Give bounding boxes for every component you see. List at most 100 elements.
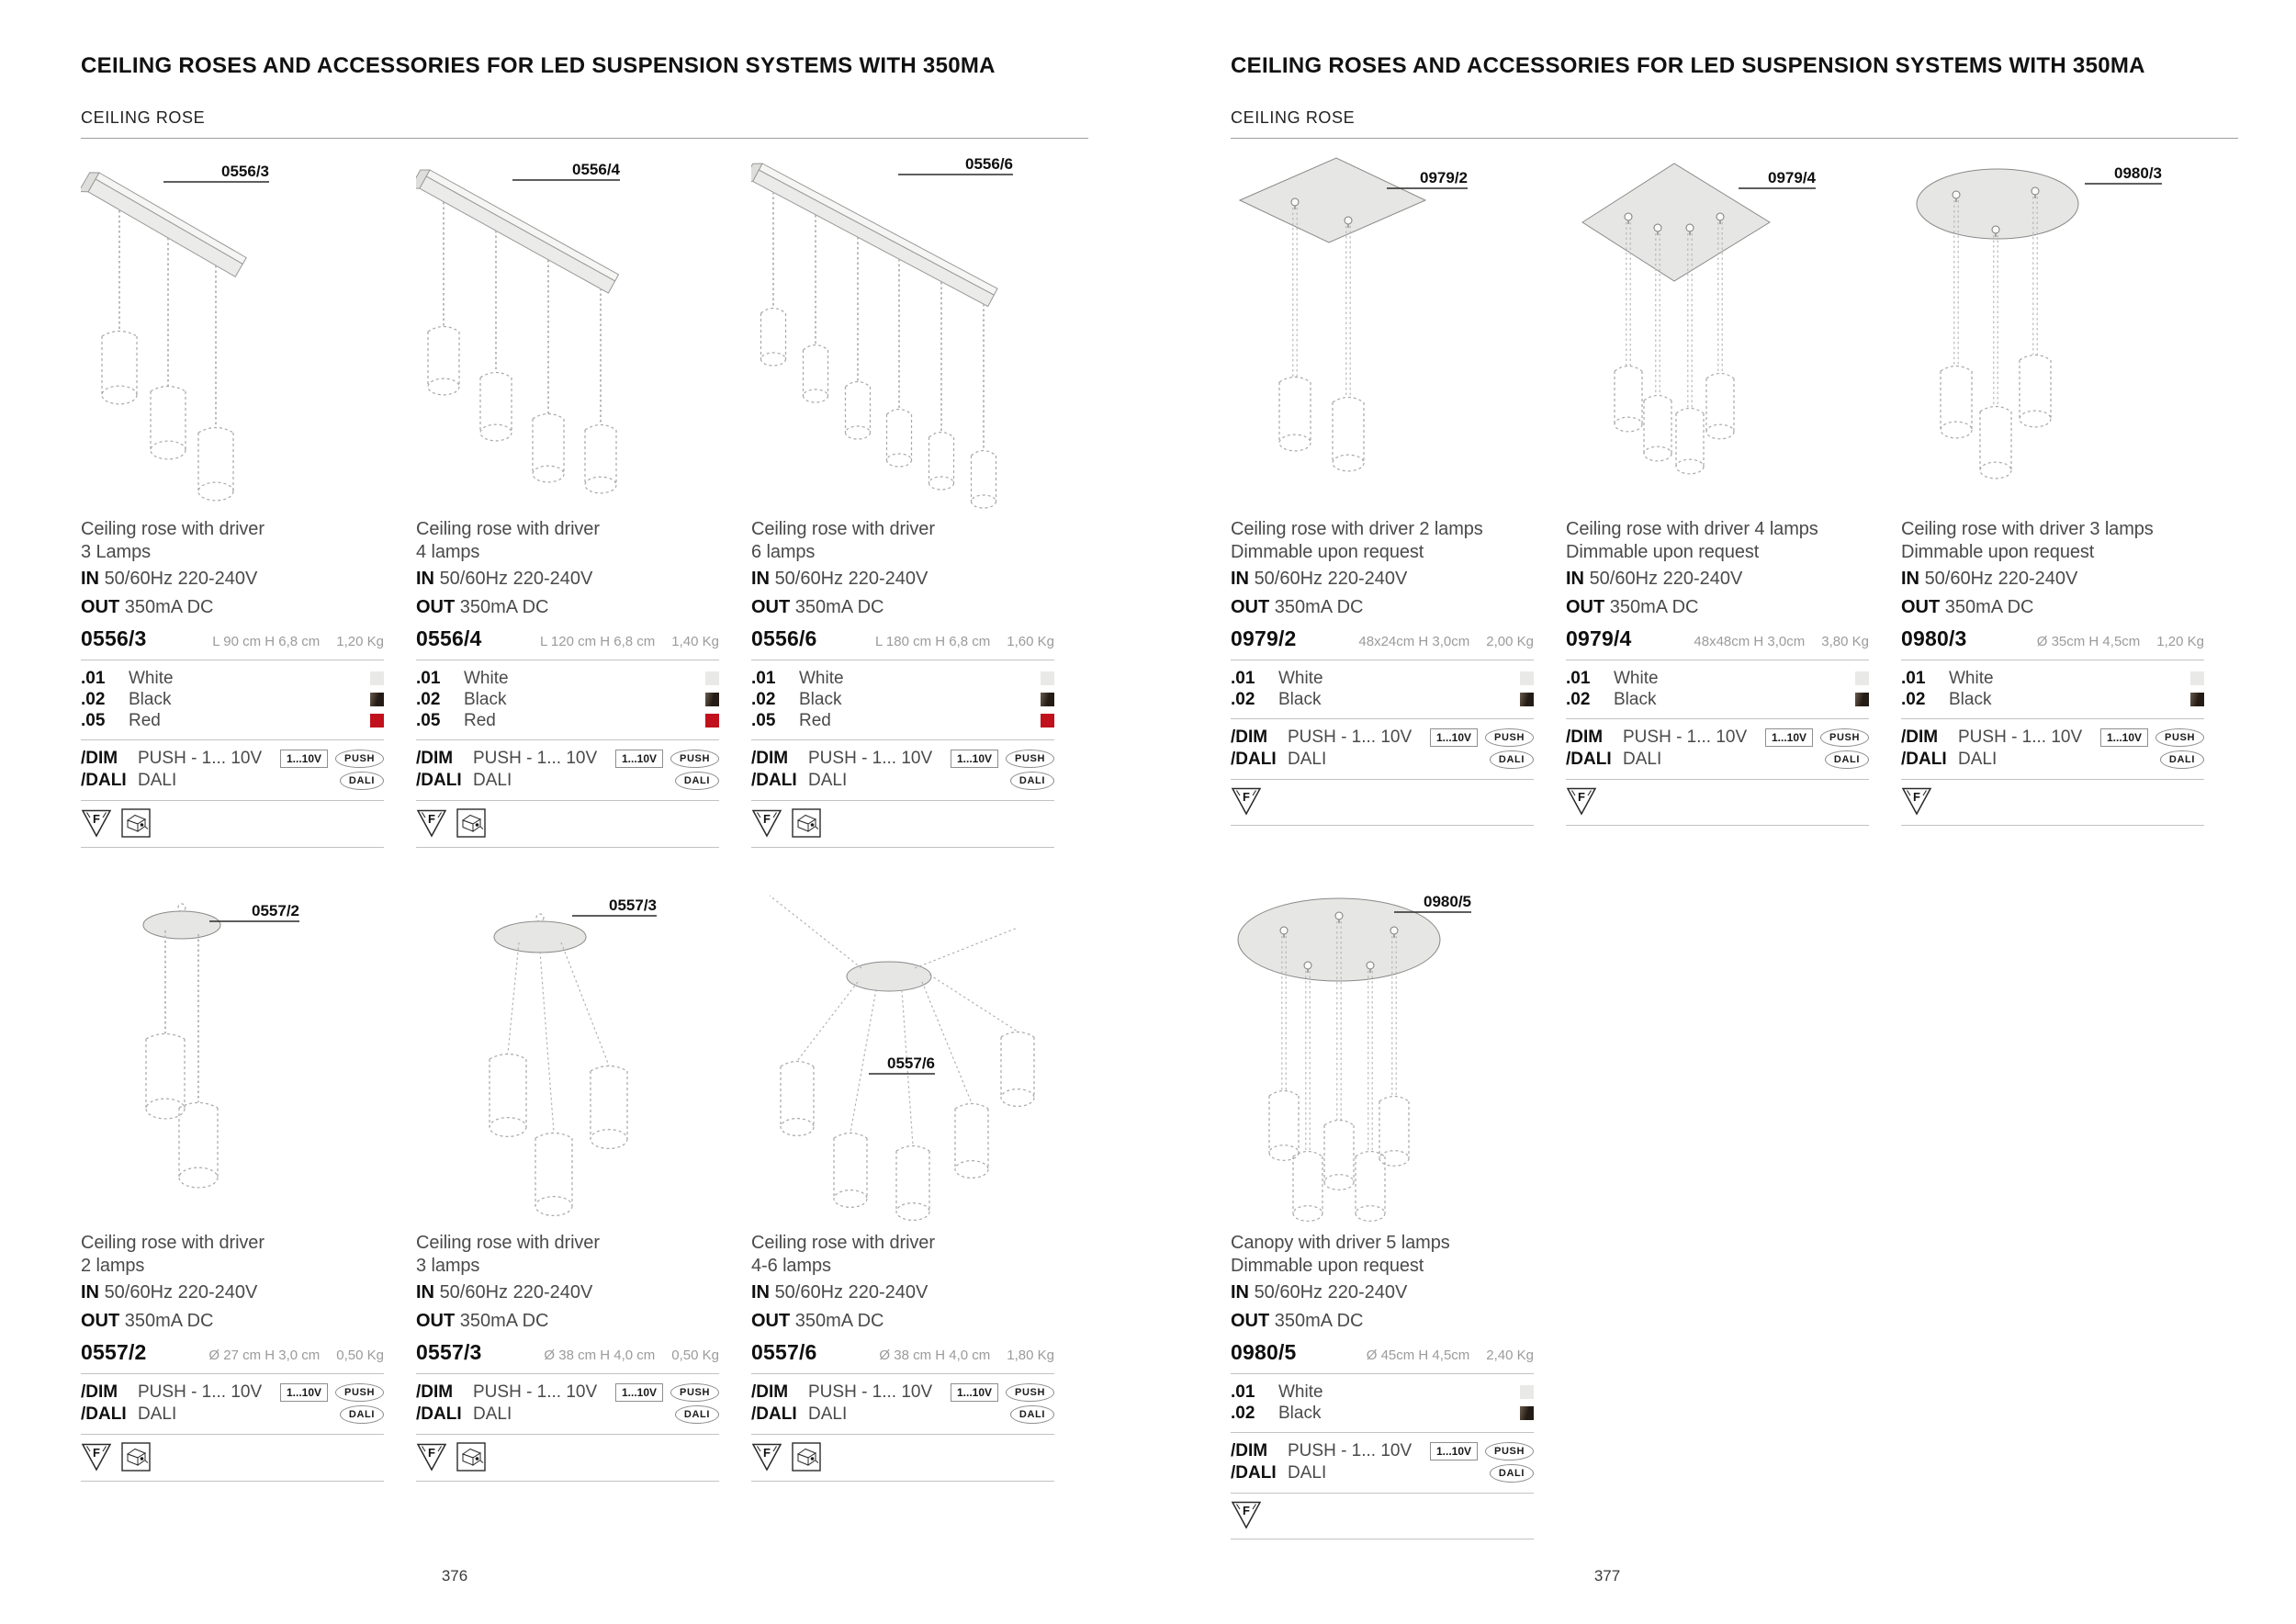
output-value: 350mA DC — [1944, 597, 2034, 617]
svg-text:F: F — [1578, 790, 1585, 804]
dim-range-badge: 1...10V — [280, 1383, 329, 1402]
option-code: /DALI — [751, 771, 797, 790]
option-badges: DALI — [1009, 772, 1054, 790]
finish-row: .02 Black — [81, 689, 384, 710]
finish-code: .05 — [81, 710, 106, 730]
push-badge: PUSH — [1485, 1442, 1534, 1460]
code-row: 0556/4 L 120 cm H 6,8 cm 1,40 Kg — [416, 626, 719, 660]
finish-row: .02 Black — [1901, 689, 2204, 710]
push-badge: PUSH — [670, 1383, 719, 1402]
input-label: IN — [1231, 569, 1249, 589]
option-badges: 1...10V PUSH — [280, 750, 384, 768]
option-code: /DIM — [1901, 727, 1939, 747]
output-spec: OUT 350mA DC — [81, 596, 384, 619]
product-code: 0557/3 — [416, 1340, 482, 1364]
f-triangle-icon: F — [1231, 1501, 1262, 1529]
finishes-section: .01 White .02 Black .05 Red — [751, 660, 1054, 740]
illustration-code-label: 0557/6 — [887, 1054, 935, 1072]
option-name: PUSH - 1... 10V — [808, 1382, 933, 1402]
input-spec: IN 50/60Hz 220-240V — [1901, 568, 2204, 591]
product-card: 0979/4 Ceiling rose with driver 4 lamps … — [1566, 147, 1869, 826]
product-code: 0556/6 — [751, 626, 817, 650]
code-row: 0980/3 Ø 35cm H 4,5cm 1,20 Kg — [1901, 626, 2204, 660]
option-badges: DALI — [1009, 1405, 1054, 1424]
dali-badge: DALI — [1489, 750, 1534, 769]
finish-code: .01 — [81, 668, 106, 688]
finish-swatch — [370, 714, 384, 727]
product-weight: 0,50 Kg — [671, 1348, 719, 1363]
code-row: 0556/6 L 180 cm H 6,8 cm 1,60 Kg — [751, 626, 1054, 660]
page-number: 377 — [1593, 1567, 1621, 1585]
certification-icons: F — [81, 1435, 384, 1482]
f-triangle-icon: F — [751, 1443, 782, 1472]
certification-icons: F — [1231, 1494, 1534, 1539]
certification-icons: F — [1566, 780, 1869, 826]
option-badges: 1...10V PUSH — [615, 750, 719, 768]
finish-code: .02 — [416, 689, 441, 709]
illustration-code-label: 0979/4 — [1768, 169, 1817, 186]
option-badges: DALI — [339, 1405, 384, 1424]
product-description-line2: 4-6 lamps — [751, 1256, 831, 1276]
section-label: CEILING ROSE — [1231, 108, 1356, 127]
page-number: 376 — [441, 1567, 468, 1585]
finish-name: Black — [464, 689, 507, 709]
push-badge: PUSH — [335, 750, 384, 768]
product-description-line1: Ceiling rose with driver 2 lamps — [1231, 519, 1483, 539]
product-description-line1: Ceiling rose with driver — [751, 1233, 935, 1253]
output-label: OUT — [1231, 1311, 1270, 1331]
product-description-line2: 3 lamps — [416, 1256, 480, 1276]
product-illustration: 0557/3 — [416, 877, 719, 1228]
output-value: 350mA DC — [459, 1311, 549, 1331]
driver-box-icon — [792, 1442, 821, 1472]
product-description-line2: Dimmable upon request — [1231, 1256, 1424, 1276]
finish-name: Black — [1278, 689, 1322, 709]
driver-box-icon — [792, 808, 821, 838]
finish-row: .02 Black — [416, 689, 719, 710]
finish-name: Red — [129, 710, 161, 730]
f-triangle-icon: F — [751, 809, 782, 838]
input-spec: IN 50/60Hz 220-240V — [751, 568, 1054, 591]
finish-code: .02 — [1231, 689, 1255, 709]
finish-swatch — [1520, 671, 1534, 685]
finishes-section: .01 White .02 Black — [1231, 1374, 1534, 1433]
technical-drawing: 0556/6 — [751, 155, 1013, 509]
finish-row: .02 Black — [751, 689, 1054, 710]
product-weight: 1,80 Kg — [1007, 1348, 1054, 1363]
product-illustration: 0556/6 — [751, 147, 1054, 514]
product-description-line2: 6 lamps — [751, 542, 816, 562]
product-description-line2: Dimmable upon request — [1901, 542, 2095, 562]
option-row: /DALI DALI DALI — [751, 1404, 1054, 1426]
option-name: PUSH - 1... 10V — [1288, 727, 1412, 747]
product-info: Ceiling rose with driver 3 lamps IN 50/6… — [416, 1228, 719, 1482]
input-label: IN — [81, 1282, 99, 1303]
dim-range-badge: 1...10V — [280, 750, 329, 768]
product-card: 0980/5 Canopy with driver 5 lamps Dimmab… — [1231, 877, 1534, 1539]
dali-badge: DALI — [674, 772, 719, 790]
product-card: 0980/3 Ceiling rose with driver 3 lamps … — [1901, 147, 2204, 826]
product-info: Ceiling rose with driver 4 lamps IN 50/6… — [416, 514, 719, 848]
option-code: /DALI — [81, 771, 127, 790]
product-code: 0556/4 — [416, 626, 482, 650]
svg-text:F: F — [1913, 790, 1920, 804]
code-row: 0557/2 Ø 27 cm H 3,0 cm 0,50 Kg — [81, 1340, 384, 1374]
product-illustration: 0556/4 — [416, 147, 719, 514]
certification-icons: F — [1231, 780, 1534, 826]
option-name: DALI — [1958, 750, 1998, 769]
input-label: IN — [1901, 569, 1919, 589]
input-label: IN — [416, 1282, 434, 1303]
code-row: 0557/6 Ø 38 cm H 4,0 cm 1,80 Kg — [751, 1340, 1054, 1374]
option-code: /DIM — [416, 749, 454, 768]
dali-badge: DALI — [1489, 1464, 1534, 1483]
output-value: 350mA DC — [1609, 597, 1699, 617]
option-row: /DALI DALI DALI — [416, 1404, 719, 1426]
option-code: /DALI — [1901, 750, 1947, 769]
option-row: /DIM PUSH - 1... 10V 1...10V PUSH — [751, 748, 1054, 770]
finish-code: .02 — [1566, 689, 1591, 709]
svg-text:F: F — [763, 1446, 771, 1460]
finish-name: Red — [464, 710, 496, 730]
option-row: /DALI DALI DALI — [81, 770, 384, 792]
input-value: 50/60Hz 220-240V — [1254, 569, 1408, 589]
option-name: PUSH - 1... 10V — [138, 1382, 263, 1402]
option-code: /DALI — [1231, 1463, 1277, 1483]
option-code: /DIM — [416, 1382, 454, 1402]
